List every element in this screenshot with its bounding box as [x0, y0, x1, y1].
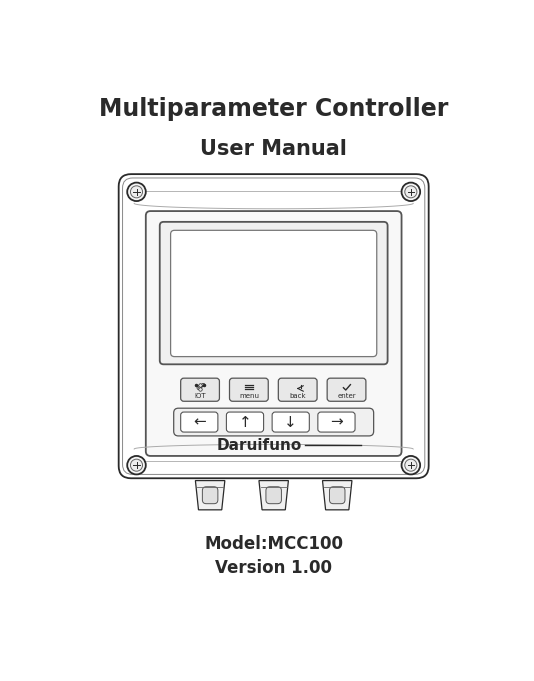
FancyBboxPatch shape — [119, 174, 429, 478]
Text: User Manual: User Manual — [200, 140, 347, 159]
FancyBboxPatch shape — [180, 378, 219, 401]
Text: ☍: ☍ — [195, 382, 205, 392]
Polygon shape — [323, 481, 352, 510]
Text: Daruifuno: Daruifuno — [216, 438, 302, 453]
Circle shape — [405, 186, 417, 198]
Circle shape — [127, 456, 146, 475]
Text: Multiparameter Controller: Multiparameter Controller — [99, 97, 449, 121]
Text: Version 1.00: Version 1.00 — [215, 559, 332, 577]
Circle shape — [127, 183, 146, 201]
FancyBboxPatch shape — [202, 487, 218, 504]
FancyBboxPatch shape — [272, 412, 309, 432]
FancyBboxPatch shape — [278, 378, 317, 401]
FancyBboxPatch shape — [266, 487, 281, 504]
FancyBboxPatch shape — [174, 408, 374, 436]
Text: back: back — [289, 393, 306, 399]
Circle shape — [402, 183, 420, 201]
FancyBboxPatch shape — [160, 222, 388, 364]
Text: IOT: IOT — [194, 393, 206, 399]
FancyBboxPatch shape — [146, 211, 402, 456]
Circle shape — [405, 459, 417, 471]
FancyBboxPatch shape — [318, 412, 355, 432]
FancyBboxPatch shape — [327, 378, 366, 401]
FancyBboxPatch shape — [226, 412, 264, 432]
Text: ↑: ↑ — [239, 415, 252, 430]
Text: ↓: ↓ — [284, 415, 297, 430]
Text: Model:MCC100: Model:MCC100 — [204, 535, 343, 553]
Text: enter: enter — [337, 393, 356, 399]
FancyBboxPatch shape — [230, 378, 268, 401]
Circle shape — [130, 459, 143, 471]
Text: menu: menu — [239, 393, 259, 399]
Circle shape — [402, 456, 420, 475]
FancyBboxPatch shape — [170, 230, 377, 357]
Text: ←: ← — [193, 415, 206, 430]
Polygon shape — [195, 481, 225, 510]
FancyBboxPatch shape — [329, 487, 345, 504]
Circle shape — [130, 186, 143, 198]
Polygon shape — [259, 481, 288, 510]
FancyBboxPatch shape — [180, 412, 218, 432]
Text: →: → — [330, 415, 343, 430]
